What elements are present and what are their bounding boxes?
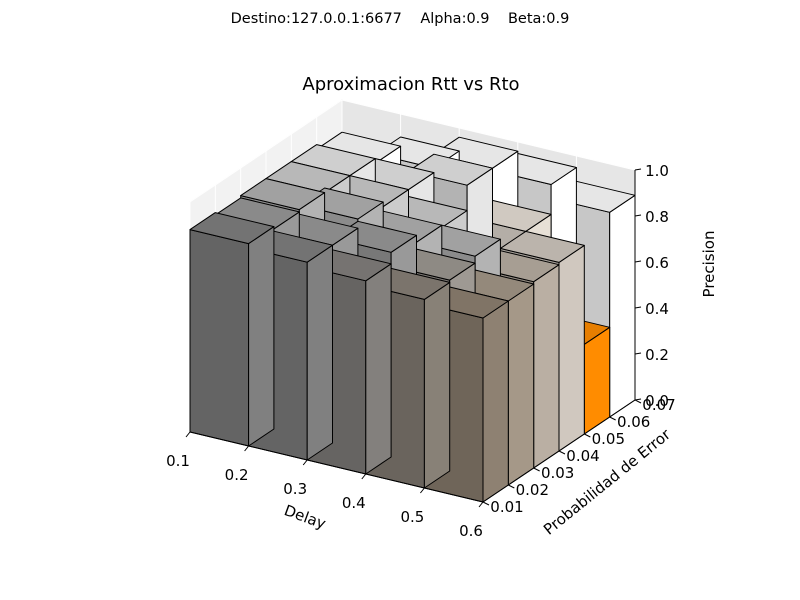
bar-side-face <box>306 244 333 461</box>
bar-side-face <box>583 326 611 435</box>
x-tick-label: 0.6 <box>459 522 483 540</box>
z-tick-label: 0.2 <box>645 346 669 364</box>
bar-front-face <box>189 229 250 447</box>
y-tick-label: 0.05 <box>592 430 625 448</box>
x-tick <box>361 473 367 480</box>
y-tick-label: 0.02 <box>516 481 549 499</box>
z-tick <box>634 352 642 355</box>
figure-suptitle: Destino:127.0.0.1:6677 Alpha:0.9 Beta:0.… <box>231 11 570 27</box>
bar-side-face <box>482 300 509 503</box>
y-tick <box>558 450 566 455</box>
x-tick <box>478 501 484 508</box>
z-tick <box>634 214 642 217</box>
bars-group <box>189 131 636 503</box>
y-tick <box>533 467 540 472</box>
x-tick-label: 0.2 <box>225 466 249 484</box>
bar-side-face <box>609 194 636 418</box>
x-tick-label: 0.4 <box>342 494 366 512</box>
bar-side-face <box>533 264 560 469</box>
y-tick <box>508 484 515 489</box>
bar-top-face <box>240 178 326 211</box>
chart-title: Aproximacion Rtt vs Rto <box>302 74 519 95</box>
z-tick-label: 0.4 <box>645 300 669 318</box>
bar-side-face <box>423 281 451 489</box>
bar-side-face <box>507 283 535 486</box>
y-tick <box>482 501 490 506</box>
bar <box>189 212 275 447</box>
z-tick-label: 0.0 <box>645 392 669 410</box>
bar-side-face <box>248 226 275 447</box>
bar-side-face <box>558 244 585 452</box>
tick-labels: 0.10.20.30.40.50.60.010.020.030.040.050.… <box>166 162 676 540</box>
bar-top-face <box>189 212 275 245</box>
z-tick-label: 0.6 <box>645 254 669 272</box>
y-tick-label: 0.07 <box>642 396 675 414</box>
grid-line <box>341 99 636 171</box>
y-tick-label: 0.04 <box>566 447 599 465</box>
z-tick <box>634 306 642 309</box>
x-tick-label: 0.5 <box>400 508 424 526</box>
x-axis-line <box>189 431 484 503</box>
x-tick-label: 0.1 <box>166 452 190 470</box>
y-tick <box>609 416 616 421</box>
x-axis-label: Delay <box>282 501 329 533</box>
z-tick-label: 0.8 <box>645 208 669 226</box>
y-tick-label: 0.06 <box>617 413 650 431</box>
z-tick-label: 1.0 <box>645 162 669 180</box>
z-axis-label: Precision <box>700 231 718 298</box>
grid-line <box>189 99 343 203</box>
y-tick-label: 0.03 <box>541 464 574 482</box>
x-tick <box>420 487 425 494</box>
x-tick <box>302 459 308 466</box>
y-tick <box>634 399 642 404</box>
x-tick-label: 0.3 <box>283 480 307 498</box>
x-tick <box>244 445 249 452</box>
z-tick <box>634 260 642 263</box>
z-tick <box>634 168 642 171</box>
bar-top-face <box>499 230 585 263</box>
z-tick <box>634 398 642 401</box>
y-tick-label: 0.01 <box>490 498 523 516</box>
bar-side-face <box>365 263 392 475</box>
x-tick <box>185 431 191 438</box>
bar-top-face <box>408 153 493 186</box>
y-tick <box>584 433 591 438</box>
